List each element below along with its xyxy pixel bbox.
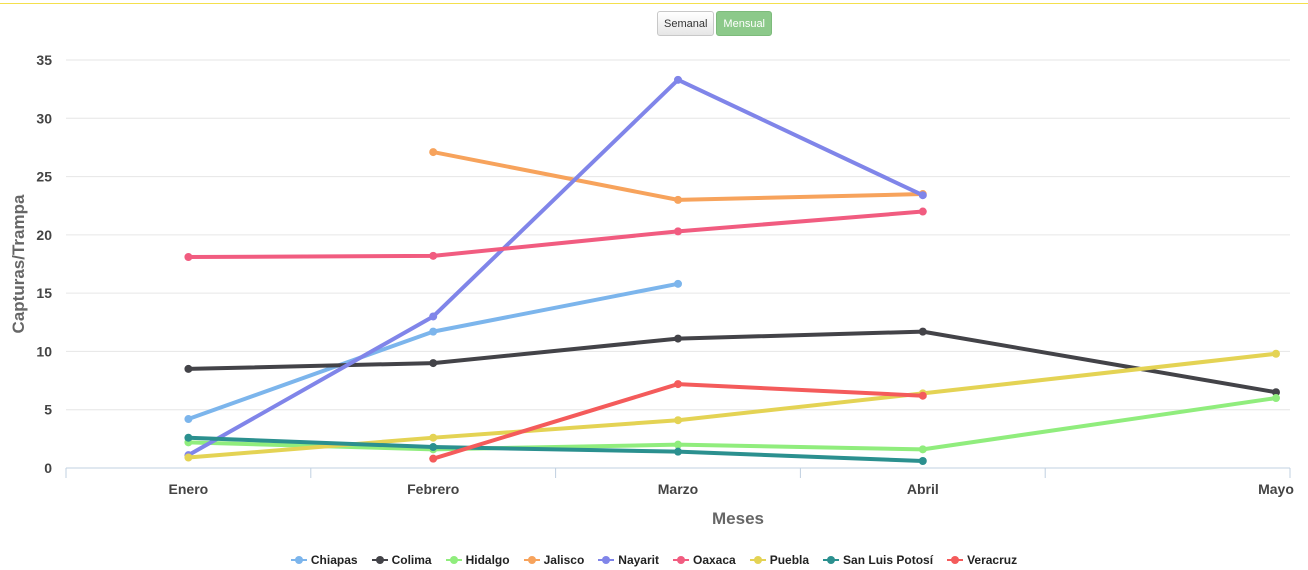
legend-label: Jalisco: [543, 553, 585, 567]
series-3: [429, 148, 927, 204]
legend-item[interactable]: Chiapas: [290, 553, 358, 567]
legend-item[interactable]: Puebla: [749, 553, 810, 567]
top-border-line: [0, 3, 1308, 4]
legend-label: San Luis Potosí: [843, 553, 934, 567]
y-tick-label: 10: [36, 343, 52, 359]
series-group: [184, 75, 1280, 466]
weekly-button[interactable]: Semanal: [657, 11, 715, 36]
series-line[interactable]: [186, 77, 925, 458]
legend-swatch: [672, 556, 689, 564]
series-8: [429, 380, 927, 463]
y-tick-label: 0: [44, 460, 52, 476]
legend-swatch: [823, 556, 840, 564]
data-point[interactable]: [429, 433, 438, 442]
data-point[interactable]: [674, 334, 682, 343]
y-tick-label: 15: [36, 285, 52, 301]
series-1: [184, 327, 1280, 397]
series-5: [184, 207, 927, 262]
data-point[interactable]: [184, 433, 193, 442]
data-point[interactable]: [429, 312, 438, 321]
series-line[interactable]: [186, 209, 925, 260]
data-point[interactable]: [1272, 349, 1280, 358]
data-point[interactable]: [674, 447, 682, 456]
legend-item[interactable]: Hidalgo: [445, 553, 510, 567]
x-tick-label: Abril: [907, 481, 939, 497]
legend-label: Oaxaca: [692, 553, 736, 567]
x-axis-ticks: Enero Febrero Marzo Abril Mayo: [65, 468, 1294, 497]
data-point[interactable]: [918, 457, 927, 466]
data-point[interactable]: [429, 359, 438, 368]
legend-label: Colima: [391, 553, 432, 567]
series-7: [184, 433, 927, 466]
series-0: [184, 279, 682, 424]
data-point[interactable]: [184, 415, 193, 424]
data-point[interactable]: [1272, 394, 1280, 403]
x-tick-label: Enero: [169, 481, 209, 497]
legend-label: Puebla: [769, 553, 810, 567]
grid-lines: [66, 59, 1290, 469]
data-point[interactable]: [184, 253, 193, 262]
x-tick-label: Marzo: [658, 481, 698, 497]
x-axis-title: Meses: [712, 509, 764, 528]
legend-swatch: [523, 556, 540, 564]
legend-label: Chiapas: [310, 553, 358, 567]
legend-item[interactable]: Veracruz: [947, 553, 1017, 567]
chart-legend: Chiapas Colima Hidalgo Jalisco Nayarit Oaxaca…: [0, 553, 1308, 567]
series-4: [184, 75, 927, 460]
data-point[interactable]: [184, 453, 193, 462]
data-point[interactable]: [918, 207, 927, 216]
legend-item[interactable]: Jalisco: [523, 553, 585, 567]
y-axis-ticks: 0 5 10 15 20 25 30 35: [36, 52, 52, 476]
data-point[interactable]: [918, 191, 927, 200]
monthly-button[interactable]: Mensual: [716, 11, 772, 36]
data-point[interactable]: [674, 279, 682, 288]
data-point[interactable]: [429, 443, 438, 452]
y-tick-label: 30: [36, 110, 52, 126]
legend-swatch: [749, 556, 766, 564]
data-point[interactable]: [674, 380, 682, 389]
legend-swatch: [445, 556, 462, 564]
data-point[interactable]: [674, 75, 682, 84]
y-tick-label: 25: [36, 169, 52, 185]
y-axis-title: Capturas/Trampa: [9, 194, 28, 333]
data-point[interactable]: [429, 327, 438, 336]
legend-swatch: [947, 556, 964, 564]
data-point[interactable]: [429, 454, 438, 463]
legend-swatch: [598, 556, 615, 564]
data-point[interactable]: [674, 416, 682, 425]
data-point[interactable]: [674, 440, 682, 449]
legend-item[interactable]: Colima: [371, 553, 432, 567]
legend-item[interactable]: San Luis Potosí: [823, 553, 933, 567]
data-point[interactable]: [918, 391, 927, 400]
data-point[interactable]: [429, 251, 438, 260]
series-line[interactable]: [186, 435, 925, 464]
data-point[interactable]: [674, 227, 682, 236]
series-line[interactable]: [186, 396, 1278, 452]
y-tick-label: 35: [36, 52, 52, 68]
data-point[interactable]: [674, 195, 682, 204]
legend-item[interactable]: Nayarit: [598, 553, 659, 567]
data-point[interactable]: [1272, 388, 1280, 397]
legend-swatch: [371, 556, 388, 564]
data-point[interactable]: [184, 364, 193, 373]
y-tick-label: 5: [44, 402, 52, 418]
y-tick-label: 20: [36, 227, 52, 243]
x-tick-label: Febrero: [407, 481, 459, 497]
period-toggle: Semanal Mensual: [657, 11, 772, 36]
data-point[interactable]: [429, 148, 438, 157]
data-point[interactable]: [918, 445, 927, 454]
legend-item[interactable]: Oaxaca: [672, 553, 736, 567]
line-chart: 0 5 10 15 20 25 30 35 Enero Febrero Marzo Abril May…: [9, 52, 1294, 528]
legend-label: Veracruz: [967, 553, 1018, 567]
legend-swatch: [290, 556, 307, 564]
legend-label: Nayarit: [618, 553, 659, 567]
data-point[interactable]: [918, 327, 927, 336]
x-tick-label: Mayo: [1258, 481, 1294, 497]
legend-label: Hidalgo: [465, 553, 510, 567]
